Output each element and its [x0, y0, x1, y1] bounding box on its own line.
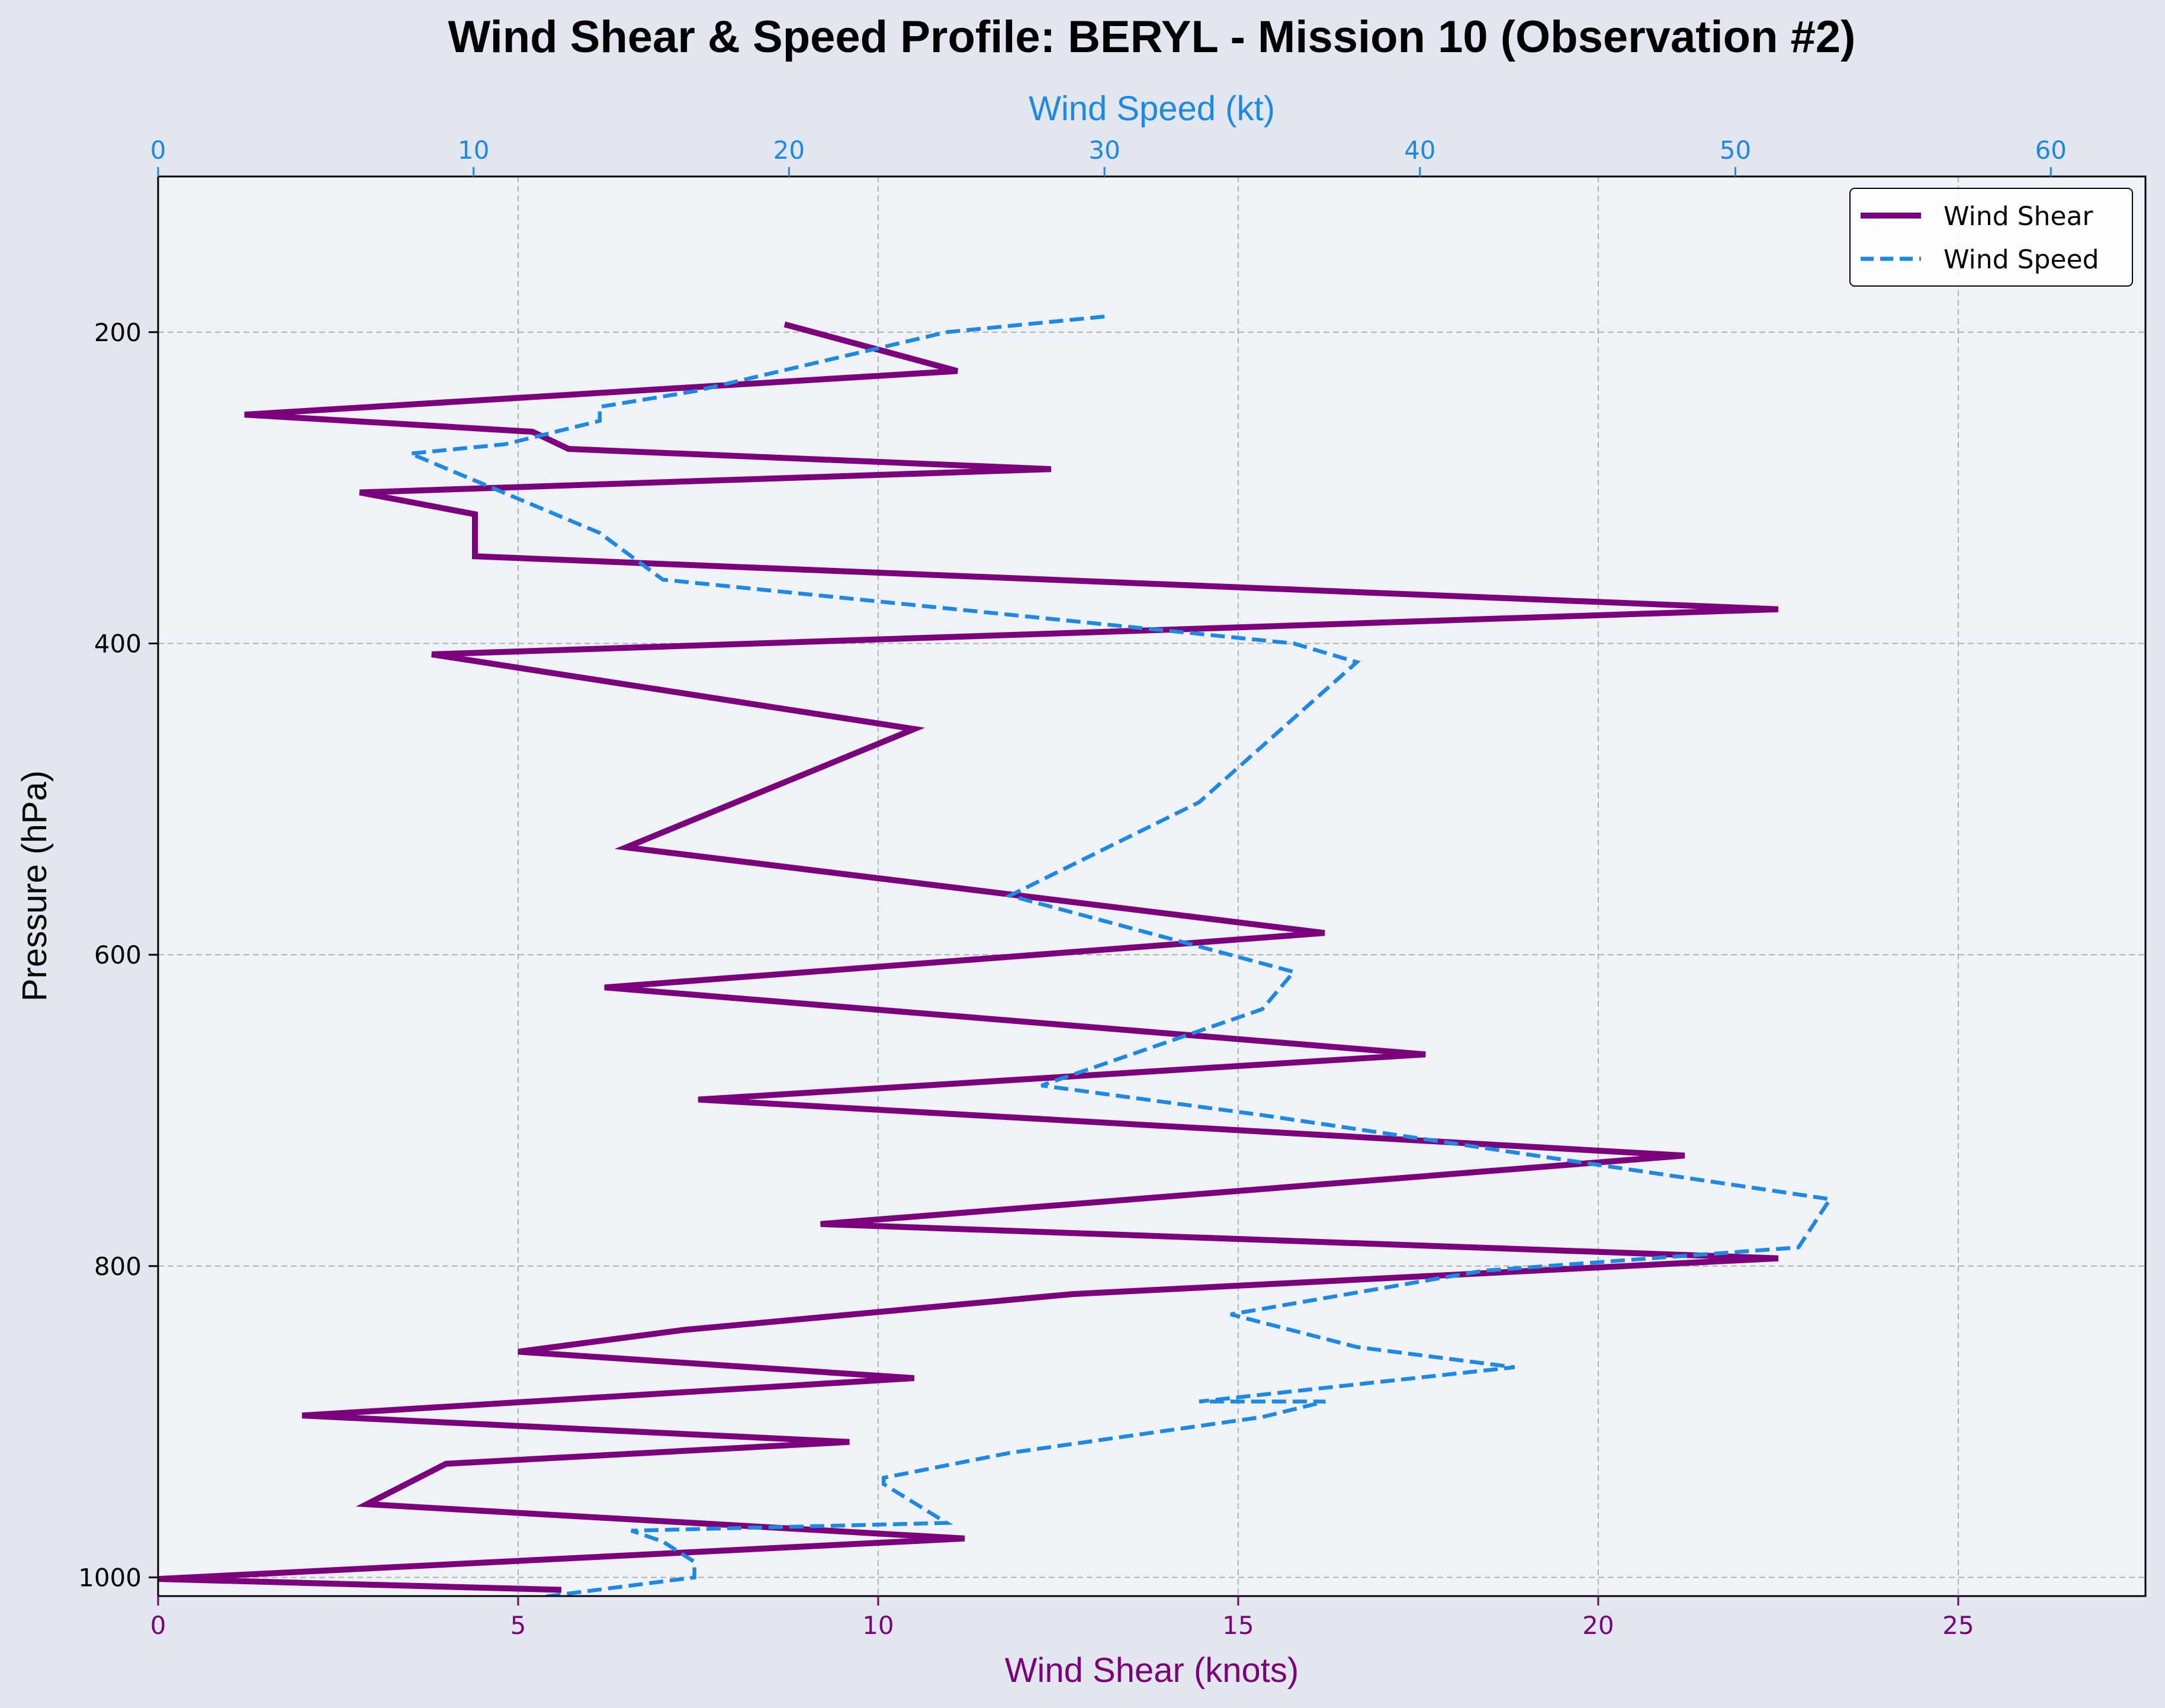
- x2-tick-label-60: 60: [2035, 136, 2066, 165]
- x2-tick-label-50: 50: [1720, 136, 1751, 165]
- y-tick-label-600: 600: [94, 940, 142, 969]
- x2-tick-label-0: 0: [150, 136, 166, 165]
- legend: Wind Shear Wind Speed: [1849, 188, 2133, 287]
- legend-label-wind-shear: Wind Shear: [1944, 201, 2093, 232]
- bottom-axis: 0 5 10 15 20 25: [150, 1596, 1974, 1640]
- x-tick-label-20: 20: [1582, 1611, 1614, 1640]
- y-tick-label-200: 200: [94, 318, 142, 347]
- y-tick-label-400: 400: [94, 629, 142, 658]
- left-axis: 200 400 600 800 1000: [78, 318, 158, 1592]
- x-tick-label-10: 10: [862, 1611, 894, 1640]
- top-axis: 0 10 20 30 40 50 60: [150, 136, 2067, 176]
- plot-area: [158, 176, 2145, 1596]
- y-axis-label: Pressure (hPa): [15, 770, 54, 1001]
- x2-tick-label-40: 40: [1404, 136, 1435, 165]
- x-tick-label-25: 25: [1942, 1611, 1974, 1640]
- series-layer: [158, 314, 1833, 1596]
- y-tick-label-800: 800: [94, 1252, 142, 1281]
- x2-tick-label-20: 20: [773, 136, 805, 165]
- plot-frame: [157, 175, 2147, 1597]
- x-tick-label-15: 15: [1222, 1611, 1254, 1640]
- series-line-wind-speed: [409, 314, 1833, 1596]
- x-axis-label: Wind Shear (knots): [1005, 1651, 1299, 1690]
- x-tick-label-0: 0: [150, 1611, 166, 1640]
- series-line-wind-shear: [158, 321, 1779, 1593]
- x2-axis-label: Wind Speed (kt): [1029, 89, 1275, 128]
- y-tick-label-1000: 1000: [78, 1563, 142, 1592]
- x-tick-label-5: 5: [510, 1611, 526, 1640]
- x2-tick-label-10: 10: [458, 136, 489, 165]
- chart-title: Wind Shear & Speed Profile: BERYL - Miss…: [448, 12, 1856, 62]
- legend-label-wind-speed: Wind Speed: [1944, 245, 2099, 275]
- x2-tick-label-30: 30: [1088, 136, 1120, 165]
